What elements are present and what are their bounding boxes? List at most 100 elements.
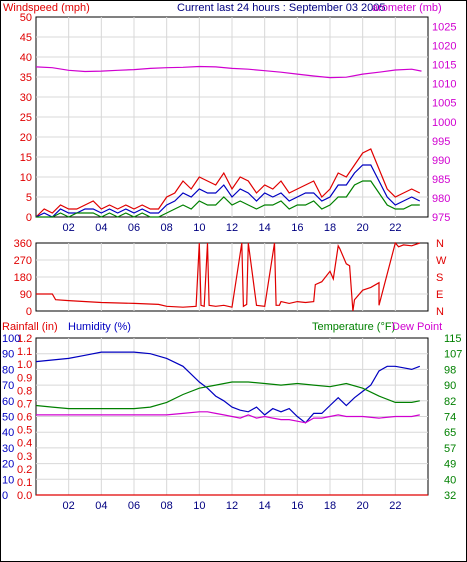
temperature-tick-label: 90: [444, 380, 456, 392]
hour-tick-label: 08: [161, 222, 173, 234]
temperature-tick-label: 74: [444, 412, 456, 424]
humidity-axis-label: Humidity (%): [68, 321, 131, 333]
rain-tick-label: 0.6: [17, 412, 32, 424]
barometer-tick-label: 980: [432, 193, 450, 205]
hour-tick-label: 20: [357, 222, 369, 234]
wind-tick-label: 45: [20, 32, 32, 44]
wind-tick-label: 30: [20, 92, 32, 104]
hour-tick-label: 04: [95, 222, 107, 234]
wind-low-line: [36, 180, 420, 218]
wind-tick-label: 35: [20, 72, 32, 84]
wind-tick-label: 15: [20, 152, 32, 164]
wind-tick-label: 50: [20, 12, 32, 24]
wind-direction-line: [36, 241, 420, 312]
humidity-line: [35, 351, 421, 424]
temperature-tick-label: 98: [444, 364, 456, 376]
humidity-tick-label: 60: [2, 396, 14, 408]
barometer-tick-label: 985: [432, 174, 450, 186]
direction-tick-label: 0: [26, 306, 32, 318]
humidity-tick-label: 0: [2, 490, 8, 502]
hour-tick-label: 12: [226, 500, 238, 512]
barometer-tick-label: 1000: [432, 117, 456, 129]
rain-tick-label: 0.7: [17, 398, 32, 410]
rainfall-axis-label: Rainfall (in): [2, 321, 58, 333]
barometer-tick-label: 1015: [432, 60, 456, 72]
compass-tick-label: S: [436, 272, 443, 284]
hour-tick-label: 16: [291, 222, 303, 234]
direction-tick-label: 180: [14, 272, 32, 284]
wind-avg-line: [35, 164, 421, 218]
barometer-tick-label: 1020: [432, 41, 456, 53]
direction-tick-label: 360: [14, 238, 32, 250]
temperature-line: [35, 381, 420, 410]
wind-tick-label: 40: [20, 52, 32, 64]
rain-tick-label: 0.8: [17, 385, 32, 397]
rain-tick-label: 0.0: [17, 490, 32, 502]
rain-tick-label: 0.2: [17, 464, 32, 476]
hour-tick-label: 22: [389, 222, 401, 234]
rain-tick-label: 0.4: [17, 438, 32, 450]
barometer-tick-label: 975: [432, 212, 450, 224]
compass-tick-label: N: [436, 238, 444, 250]
barometer-line: [35, 65, 422, 79]
hour-tick-label: 06: [128, 500, 140, 512]
hour-tick-label: 08: [161, 500, 173, 512]
hour-tick-label: 20: [357, 500, 369, 512]
temperature-tick-label: 82: [444, 396, 456, 408]
humidity-tick-label: 20: [2, 459, 14, 471]
hour-tick-label: 14: [259, 500, 271, 512]
humidity-tick-label: 100: [2, 333, 20, 345]
temperature-tick-label: 32: [444, 490, 456, 502]
wind-tick-label: 20: [20, 132, 32, 144]
rain-tick-label: 1.0: [17, 359, 32, 371]
rain-tick-label: 0.3: [17, 451, 32, 463]
hour-tick-label: 02: [63, 222, 75, 234]
hour-tick-label: 04: [95, 500, 107, 512]
hour-tick-label: 12: [226, 222, 238, 234]
humidity-tick-label: 70: [2, 380, 14, 392]
temperature-tick-label: 107: [444, 349, 462, 361]
barometer-tick-label: 1005: [432, 98, 456, 110]
chart-title: Current last 24 hours : September 03 200…: [177, 2, 386, 14]
hour-tick-label: 10: [193, 500, 205, 512]
hour-tick-label: 10: [193, 222, 205, 234]
wind-tick-label: 10: [20, 172, 32, 184]
wind-tick-label: 0: [26, 212, 32, 224]
rain-tick-label: 0.1: [17, 477, 32, 489]
barometer-axis-label: arometer (mb): [372, 2, 442, 14]
temperature-tick-label: 65: [444, 427, 456, 439]
hour-tick-label: 02: [63, 500, 75, 512]
dewpoint-label: Dew Point: [392, 321, 442, 333]
wind-gust-line: [35, 148, 421, 218]
humidity-tick-label: 30: [2, 443, 14, 455]
humidity-tick-label: 80: [2, 364, 14, 376]
compass-tick-label: W: [436, 255, 447, 267]
barometer-tick-label: 990: [432, 155, 450, 167]
humidity-tick-label: 40: [2, 427, 14, 439]
windspeed-axis-label: Windspeed (mph): [3, 2, 90, 14]
barometer-tick-label: 1010: [432, 79, 456, 91]
temperature-tick-label: 57: [444, 443, 456, 455]
hour-tick-label: 18: [324, 500, 336, 512]
humidity-tick-label: 50: [2, 412, 14, 424]
temperature-tick-label: 40: [444, 474, 456, 486]
rain-tick-label: 0.9: [17, 372, 32, 384]
wind-tick-label: 25: [20, 112, 32, 124]
hour-tick-label: 16: [291, 500, 303, 512]
wind-tick-label: 5: [26, 192, 32, 204]
temperature-tick-label: 49: [444, 459, 456, 471]
direction-tick-label: 270: [14, 255, 32, 267]
barometer-tick-label: 1025: [432, 22, 456, 34]
compass-tick-label: N: [436, 306, 444, 318]
hour-tick-label: 06: [128, 222, 140, 234]
humidity-tick-label: 90: [2, 349, 14, 361]
hour-tick-label: 18: [324, 222, 336, 234]
temperature-axis-label: Temperature (°F): [312, 321, 395, 333]
hour-tick-label: 14: [259, 222, 271, 234]
direction-tick-label: 90: [20, 289, 32, 301]
rain-tick-label: 0.5: [17, 425, 32, 437]
rain-tick-label: 1.2: [17, 333, 32, 345]
rain-tick-label: 1.1: [17, 346, 32, 358]
compass-tick-label: E: [436, 289, 443, 301]
